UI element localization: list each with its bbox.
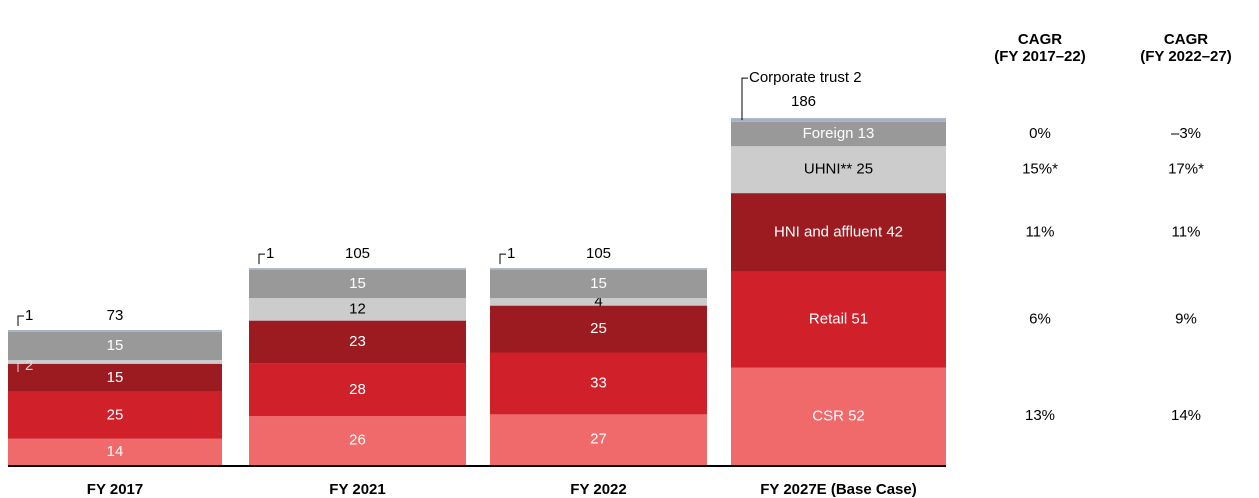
segment-value: 2 [853, 69, 861, 86]
cagr-value: 6% [1029, 311, 1051, 328]
cagr-title: CAGR [1018, 31, 1062, 48]
segment-value: 25 [590, 320, 607, 337]
bar-segment [490, 268, 707, 270]
total-label: 186 [791, 93, 816, 110]
cagr-value: 15%* [1022, 161, 1058, 178]
bar-segment [8, 438, 222, 465]
category-label: FY 2022 [570, 481, 626, 498]
cagr-value: 9% [1175, 311, 1197, 328]
segment-value: 51 [851, 311, 868, 328]
segment-value: 25 [107, 406, 124, 423]
cagr-title: CAGR [1164, 31, 1208, 48]
segment-label: HNI and affluent 42 [774, 223, 903, 240]
bar-segment [490, 352, 707, 415]
segment-label: UHNI** 25 [804, 161, 873, 178]
bar-segment [249, 320, 466, 364]
cagr-value: 13% [1025, 407, 1055, 424]
cagr-value: 11% [1172, 223, 1201, 240]
segment-value: 4 [594, 293, 602, 310]
bracket [258, 253, 265, 265]
cagr-value: –3% [1171, 125, 1201, 142]
segment-value: 1 [25, 307, 33, 324]
bar-segment [731, 146, 946, 194]
cagr-value: 0% [1029, 125, 1051, 142]
series-name: Corporate trust [749, 69, 850, 86]
segment-value: 2 [25, 357, 33, 374]
bar-segment [490, 298, 707, 306]
bar-segment [8, 360, 222, 364]
category-label: FY 2021 [329, 481, 385, 498]
segment-label: Retail 51 [809, 311, 868, 328]
total-label: 105 [345, 245, 370, 262]
bar-segment [249, 298, 466, 321]
cagr-period: (FY 2017–22) [994, 48, 1085, 65]
total-label: 105 [586, 245, 611, 262]
bar-segment [731, 118, 946, 122]
bar-segment [249, 270, 466, 299]
bar-segment [490, 305, 707, 353]
total-label: 73 [107, 307, 124, 324]
bar-segment [8, 363, 222, 392]
segment-label: Corporate trust 2 [749, 69, 862, 86]
bar-segment [731, 271, 946, 368]
bar-segment [249, 363, 466, 417]
segment-value: 15 [107, 369, 124, 386]
segment-value: 42 [886, 223, 903, 240]
bar-segment [490, 270, 707, 299]
bar-segment [731, 121, 946, 147]
cagr-value: 11% [1026, 223, 1055, 240]
bar-segment [8, 331, 222, 360]
cagr-period: (FY 2022–27) [1140, 48, 1231, 65]
segment-value: 1 [266, 245, 274, 262]
bar-segment [490, 414, 707, 465]
segment-value: 15 [590, 275, 607, 292]
segment-label: Foreign 13 [803, 125, 875, 142]
cagr-value: 14% [1171, 407, 1201, 424]
segment-value: 52 [848, 407, 865, 424]
bar-segment [731, 367, 946, 465]
segment-value: 25 [856, 161, 873, 178]
segment-value: 15 [349, 275, 366, 292]
segment-value: 14 [107, 443, 124, 460]
bar-segment [8, 391, 222, 439]
series-name: CSR [812, 407, 844, 424]
segment-value: 13 [858, 125, 875, 142]
category-label: FY 2017 [87, 481, 143, 498]
segment-value: 23 [349, 333, 366, 350]
segment-value: 28 [349, 381, 366, 398]
series-name: UHNI** [804, 161, 853, 178]
bracket [17, 315, 24, 326]
bar-segment [731, 193, 946, 272]
bracket [499, 253, 506, 265]
series-name: Retail [809, 311, 847, 328]
series-name: Foreign [803, 125, 854, 142]
bar-segment [249, 268, 466, 270]
category-label: FY 2027E (Base Case) [760, 481, 916, 498]
bracket [17, 362, 24, 372]
leader-line [741, 77, 748, 121]
segment-value: 27 [590, 431, 607, 448]
segment-label: CSR 52 [812, 407, 865, 424]
segment-value: 1 [507, 245, 515, 262]
bar-segment [8, 330, 222, 332]
segment-value: 12 [349, 300, 366, 317]
series-name: HNI and affluent [774, 223, 883, 240]
cagr-value: 17%* [1168, 161, 1204, 178]
segment-value: 15 [107, 337, 124, 354]
segment-value: 26 [349, 432, 366, 449]
segment-value: 33 [590, 374, 607, 391]
bar-segment [249, 416, 466, 465]
